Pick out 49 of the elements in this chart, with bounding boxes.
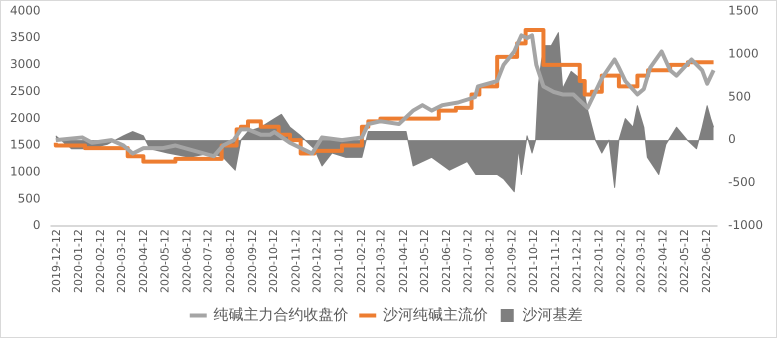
x-tick-label: 2021-05-12 <box>418 229 432 294</box>
y2-tick-label: 500 <box>728 89 752 104</box>
y-tick-label: 2000 <box>10 110 41 125</box>
y-tick-label: 1500 <box>10 138 41 152</box>
y2-tick-label: -1000 <box>728 218 764 232</box>
x-tick-label: 2019-12-12 <box>50 229 64 294</box>
x-tick-label: 2021-09-12 <box>506 229 519 294</box>
x-tick-label: 2020-08-12 <box>224 229 237 294</box>
legend-label: 纯碱主力合约收盘价 <box>213 305 348 324</box>
x-tick-label: 2020-02-12 <box>94 229 108 294</box>
x-tick-label: 2020-03-12 <box>114 229 128 294</box>
x-tick-label: 2021-11-12 <box>549 229 562 294</box>
y-tick-label: 4000 <box>10 3 41 18</box>
y2-tick-label: -500 <box>728 175 756 190</box>
y-tick-label: 3500 <box>10 30 41 44</box>
y-tick-label: 0 <box>32 218 41 232</box>
x-tick-label: 2022-04-12 <box>656 229 670 294</box>
x-tick-label: 2021-06-12 <box>440 229 454 294</box>
x-tick-label: 2021-07-12 <box>462 229 475 294</box>
y-tick-label: 500 <box>18 191 41 206</box>
x-tick-label: 2021-12-12 <box>570 229 584 294</box>
legend-label: 沙河纯碱主流价 <box>382 305 488 324</box>
x-tick-label: 2022-05-12 <box>678 229 691 294</box>
y2-tick-label: 1000 <box>728 46 759 60</box>
x-tick-label: 2022-03-12 <box>634 229 648 294</box>
y2-tick-label: 1500 <box>728 3 759 18</box>
y-tick-label: 1000 <box>10 164 41 178</box>
x-tick-label: 2020-05-12 <box>158 229 172 294</box>
x-tick-label: 2020-11-12 <box>289 229 302 294</box>
x-tick-label: 2020-07-12 <box>202 229 215 294</box>
x-tick-label: 2021-03-12 <box>374 229 388 294</box>
x-tick-label: 2021-08-12 <box>484 229 497 294</box>
y-tick-label: 3000 <box>10 57 41 72</box>
x-tick-label: 2020-09-12 <box>246 229 259 294</box>
x-tick-label: 2021-01-12 <box>332 229 346 294</box>
x-tick-label: 2022-02-12 <box>614 229 628 294</box>
x-tick-label: 2022-06-12 <box>700 229 714 294</box>
legend-label: 沙河基差 <box>522 305 582 324</box>
x-tick-label: 2021-04-12 <box>396 229 410 294</box>
x-tick-label: 2022-01-12 <box>592 229 606 294</box>
x-tick-label: 2020-01-12 <box>72 229 86 294</box>
x-tick-label: 2021-10-12 <box>527 229 540 294</box>
x-tick-label: 2020-04-12 <box>136 229 150 294</box>
x-tick-label: 2020-10-12 <box>267 229 280 294</box>
x-tick-label: 2020-12-12 <box>310 229 324 294</box>
x-tick-label: 2020-06-12 <box>180 229 194 294</box>
y-tick-label: 2500 <box>10 84 41 98</box>
y2-tick-label: 0 <box>728 132 736 146</box>
x-tick-label: 2021-02-12 <box>354 229 368 294</box>
